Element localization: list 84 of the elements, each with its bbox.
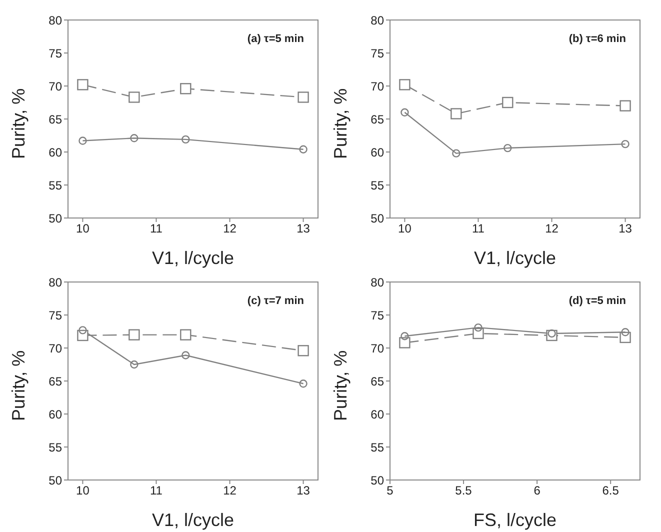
point xyxy=(180,329,192,340)
annotation: (a) τ=5 min xyxy=(247,33,304,45)
y-tick-label: 65 xyxy=(370,112,384,126)
point xyxy=(182,351,190,360)
y-tick-label: 80 xyxy=(48,275,62,290)
x-tick-label: 10 xyxy=(76,484,90,498)
x-tick-label: 13 xyxy=(618,222,632,236)
point xyxy=(78,326,87,334)
y-axis-title: Purity, % xyxy=(330,350,350,421)
annotation: (d) τ=5 min xyxy=(568,295,626,307)
point xyxy=(399,337,410,348)
y-tick-label: 50 xyxy=(370,211,384,226)
y-tick-label: 75 xyxy=(370,46,384,60)
point xyxy=(298,92,309,103)
point xyxy=(130,360,138,369)
point xyxy=(620,100,631,112)
point xyxy=(78,136,87,145)
point xyxy=(399,79,410,90)
y-tick-label: 75 xyxy=(48,46,62,60)
point xyxy=(400,332,409,340)
y-tick-label: 60 xyxy=(370,407,384,422)
x-tick-label: 5 xyxy=(386,484,394,498)
point xyxy=(298,345,309,356)
y-tick-label: 70 xyxy=(48,79,62,94)
x-tick-label: 11 xyxy=(150,484,163,498)
point xyxy=(621,140,630,148)
x-axis-title: V1, l/cycle xyxy=(152,510,234,530)
point xyxy=(77,79,88,90)
y-tick-label: 80 xyxy=(370,13,384,28)
x-tick-label: 11 xyxy=(472,222,485,236)
point xyxy=(450,108,462,120)
point xyxy=(504,144,512,152)
x-tick-label: 5.5 xyxy=(455,484,472,498)
y-tick-label: 65 xyxy=(48,112,62,126)
x-tick-label: 13 xyxy=(296,484,310,498)
y-tick-label: 60 xyxy=(370,145,384,160)
point xyxy=(452,149,460,158)
y-axis-title: Purity, % xyxy=(8,350,28,421)
x-tick-label: 12 xyxy=(545,222,559,236)
y-tick-label: 70 xyxy=(48,341,62,356)
y-axis-title: Purity, % xyxy=(8,88,28,159)
point xyxy=(128,92,140,103)
point xyxy=(128,329,140,340)
point xyxy=(502,96,514,108)
x-axis-title: V1, l/cycle xyxy=(474,248,556,268)
x-tick-label: 10 xyxy=(398,222,412,236)
x-tick-label: 12 xyxy=(223,484,237,498)
x-tick-label: 11 xyxy=(150,222,163,236)
point xyxy=(548,329,556,338)
point xyxy=(299,380,308,388)
point xyxy=(400,108,409,116)
x-tick-label: 12 xyxy=(223,222,237,236)
point xyxy=(182,135,190,144)
annotation: (b) τ=6 min xyxy=(568,33,626,45)
y-tick-label: 75 xyxy=(370,308,384,322)
y-tick-label: 60 xyxy=(48,145,62,160)
y-tick-label: 70 xyxy=(370,79,384,94)
y-tick-label: 55 xyxy=(370,440,384,454)
point xyxy=(621,328,630,336)
y-tick-label: 75 xyxy=(48,308,62,322)
annotation: (c) τ=7 min xyxy=(247,295,304,307)
x-tick-label: 6.5 xyxy=(602,484,620,498)
y-tick-label: 55 xyxy=(48,440,62,454)
point xyxy=(130,134,138,142)
y-tick-label: 50 xyxy=(370,473,384,488)
y-axis-title: Purity, % xyxy=(330,88,350,159)
x-axis-title: V1, l/cycle xyxy=(152,248,234,268)
point xyxy=(299,145,308,154)
x-axis-title: FS, l/cycle xyxy=(473,510,557,530)
y-tick-label: 70 xyxy=(370,341,384,356)
y-tick-label: 55 xyxy=(48,178,62,192)
point xyxy=(180,83,192,94)
x-tick-label: 10 xyxy=(76,222,90,236)
x-tick-label: 13 xyxy=(296,222,310,236)
y-tick-label: 60 xyxy=(48,407,62,422)
y-tick-label: 80 xyxy=(48,13,62,28)
point xyxy=(474,323,482,332)
y-tick-label: 50 xyxy=(48,211,62,226)
y-tick-label: 80 xyxy=(370,275,384,290)
x-tick-label: 6 xyxy=(534,484,541,498)
y-tick-label: 65 xyxy=(370,374,384,388)
y-tick-label: 50 xyxy=(48,473,62,488)
y-tick-label: 65 xyxy=(48,374,62,388)
y-tick-label: 55 xyxy=(370,178,384,192)
